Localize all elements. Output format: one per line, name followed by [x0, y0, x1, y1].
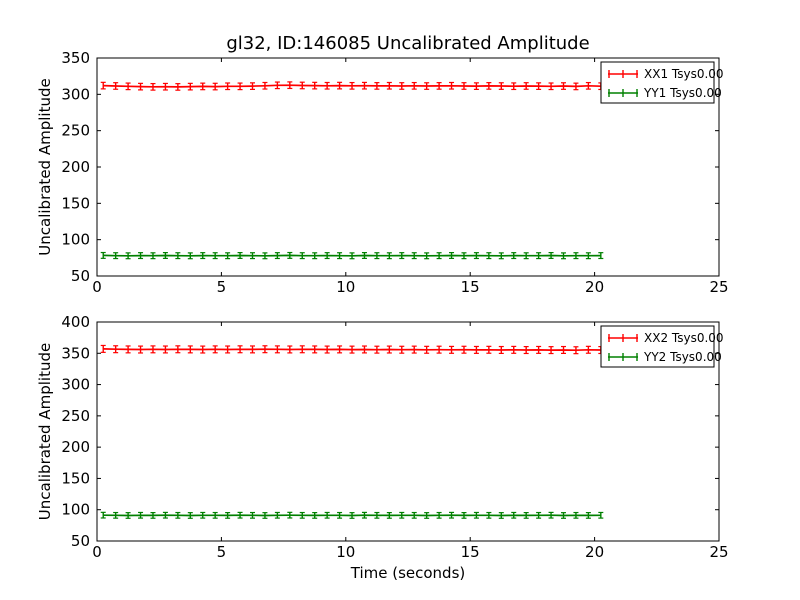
- y-axis-title: Uncalibrated Amplitude: [36, 343, 54, 520]
- x-tick-label: 5: [217, 543, 227, 561]
- y-tick-label: 350: [61, 344, 90, 362]
- x-tick-label: 15: [461, 543, 480, 561]
- x-tick-label: 20: [585, 543, 604, 561]
- legend-label: XX2 Tsys0.00: [644, 331, 724, 345]
- x-tick-label: 10: [336, 278, 355, 296]
- legend-box: [600, 325, 715, 368]
- y-tick-label: 250: [61, 122, 90, 140]
- series-xx1: [100, 81, 604, 91]
- bottom-subplot: 0 5 10 15 20 25 50 100 150 200 250 300 350 400 Uncalib…: [36, 313, 729, 582]
- y-tick-label: 100: [61, 501, 90, 519]
- y-tick-label: 350: [61, 49, 90, 67]
- x-tick-label: 15: [461, 278, 480, 296]
- y-tick-label: 200: [61, 438, 90, 456]
- x-tick-label: 25: [709, 278, 728, 296]
- top-subplot: 0 5 10 15 20 25 50 100 150 200 250 300 350 Uncalibrat…: [36, 49, 729, 296]
- x-tick-label: 25: [709, 543, 728, 561]
- x-tick-label: 0: [92, 543, 102, 561]
- series-yy1: [100, 251, 604, 260]
- legend-entry: [608, 334, 638, 342]
- y-tick-label: 100: [61, 231, 90, 249]
- series-xx2: [100, 344, 604, 355]
- x-axis: [96, 322, 720, 541]
- y-tick-label: 200: [61, 158, 90, 176]
- legend-box: [600, 61, 715, 104]
- y-tick-label: 300: [61, 85, 90, 103]
- y-tick-label: 400: [61, 313, 90, 331]
- figure-title: gl32, ID:146085 Uncalibrated Amplitude: [226, 33, 590, 54]
- y-tick-label: 150: [61, 194, 90, 212]
- legend-entry: [608, 89, 638, 97]
- data-line-xx1: [103, 84, 601, 88]
- y-tick-label: 150: [61, 469, 90, 487]
- legend-entry: [608, 353, 638, 361]
- x-axis: [96, 58, 720, 276]
- x-tick-label: 5: [217, 278, 227, 296]
- x-tick-label: 10: [336, 543, 355, 561]
- legend-label: YY1 Tsys0.00: [643, 86, 722, 100]
- legend-entry: [608, 70, 638, 78]
- x-axis-title: Time (seconds): [350, 564, 466, 582]
- y-tick-label: 300: [61, 376, 90, 394]
- legend-label: YY2 Tsys0.00: [643, 350, 722, 364]
- legend: XX2 Tsys0.00 YY2 Tsys0.00: [600, 325, 724, 368]
- x-tick-label: 20: [585, 278, 604, 296]
- y-axis: [97, 57, 719, 277]
- series-yy2: [100, 511, 604, 519]
- legend: XX1 Tsys0.00 YY1 Tsys0.00: [600, 61, 724, 104]
- x-tick-label: 0: [92, 278, 102, 296]
- y-tick-label: 50: [71, 267, 90, 285]
- y-axis-title: Uncalibrated Amplitude: [36, 78, 54, 255]
- data-line-xx2: [103, 348, 601, 352]
- axes-frame: [96, 321, 720, 542]
- y-tick-label: 250: [61, 407, 90, 425]
- y-axis: [97, 321, 719, 542]
- legend-label: XX1 Tsys0.00: [644, 67, 724, 81]
- y-tick-label: 50: [71, 532, 90, 550]
